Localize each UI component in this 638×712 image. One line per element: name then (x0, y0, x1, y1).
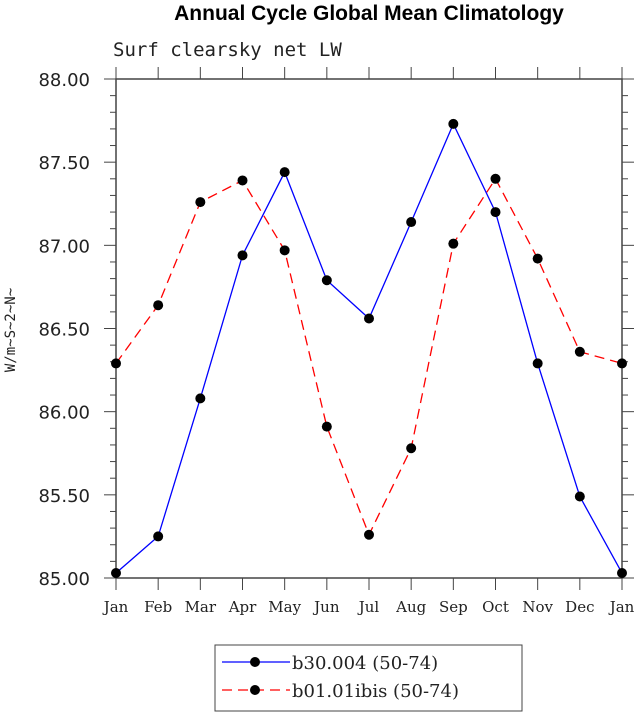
data-point (617, 358, 627, 369)
y-axis-label: W/m~S~2~N~ (3, 288, 19, 372)
data-point (153, 531, 164, 542)
data-point (532, 358, 543, 369)
data-point (279, 167, 290, 178)
legend-marker (250, 685, 260, 695)
chart-title: Annual Cycle Global Mean Climatology (174, 2, 564, 25)
x-tick-label: Jul (357, 598, 380, 616)
plot-frame (115, 78, 623, 579)
data-point (364, 529, 374, 540)
series-line (115, 177, 623, 537)
data-point (195, 197, 206, 208)
x-tick-label: Feb (144, 598, 172, 616)
data-point (532, 253, 543, 264)
legend-box (214, 644, 523, 712)
data-point (364, 313, 374, 324)
series-line (115, 122, 623, 574)
data-point (574, 346, 585, 357)
data-point (617, 568, 627, 579)
x-tick-label: Apr (228, 598, 257, 616)
y-tick-label: 87.00 (38, 236, 90, 257)
legend: b30.004 (50-74) b01.01ibis (50-74) (214, 644, 523, 712)
data-point (111, 568, 121, 579)
data-point (574, 491, 585, 502)
data-point (195, 393, 206, 404)
y-tick-label: 87.50 (38, 153, 90, 174)
x-tick-label: Jan (608, 598, 635, 616)
y-tick-label: 86.00 (38, 403, 90, 424)
y-tick-label: 85.50 (38, 486, 90, 507)
x-tick-label: Jun (312, 598, 340, 616)
y-tick-label: 85.00 (38, 569, 90, 590)
data-point (153, 300, 164, 311)
legend-label: b30.004 (50-74) (292, 653, 438, 674)
data-point (406, 217, 417, 228)
data-point (321, 421, 332, 432)
x-tick-label: Mar (185, 598, 217, 616)
x-tick-label: Sep (439, 598, 468, 616)
x-tick-label: Jan (102, 598, 129, 616)
legend-marker (250, 657, 260, 667)
series-0 (111, 118, 627, 579)
y-tick-label: 86.50 (38, 320, 90, 341)
data-point (279, 245, 290, 256)
data-point (321, 275, 332, 286)
x-tick-label: May (268, 598, 301, 616)
data-point (237, 250, 248, 261)
data-point (448, 118, 459, 129)
chart-subtitle: Surf clearsky net LW (113, 39, 342, 61)
data-point (406, 443, 417, 454)
data-point (111, 358, 121, 369)
data-point (490, 173, 501, 184)
x-tick-label: Dec (565, 598, 594, 616)
x-tick-label: Nov (522, 598, 553, 616)
series-1 (111, 173, 627, 540)
data-point (237, 175, 248, 186)
y-tick-label: 88.00 (38, 70, 90, 91)
legend-label: b01.01ibis (50-74) (292, 681, 459, 702)
x-tick-label: Oct (482, 598, 509, 616)
data-point (490, 207, 501, 218)
data-point (448, 238, 459, 249)
x-tick-label: Aug (395, 598, 426, 616)
